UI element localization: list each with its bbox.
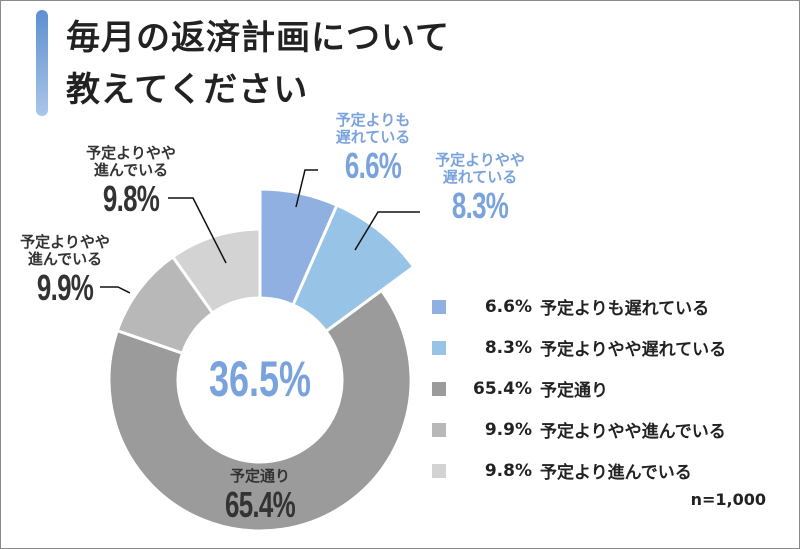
donut-slice-2: [107, 288, 413, 533]
slice-label-text: 遅れている: [335, 128, 411, 146]
leader-line: [100, 286, 131, 294]
slice-label-pct: 8.3%: [451, 185, 509, 226]
legend-pct: 9.8%: [484, 460, 532, 481]
legend-item: 9.8% 予定より進んでいる: [432, 450, 726, 491]
legend-label: 予定よりやや遅れている: [540, 340, 727, 360]
slice-label-pct: 6.6%: [344, 145, 402, 186]
legend-item: 6.6% 予定よりも遅れている: [432, 286, 726, 327]
slice-label-0: 予定よりも 遅れている 6.6%: [318, 112, 428, 186]
slice-label-text: 予定通り: [229, 467, 290, 485]
legend-swatch: [432, 299, 446, 314]
slice-label-text: 予定よりやや: [20, 233, 110, 251]
slice-label-text: 予定よりやや: [435, 151, 525, 169]
leader-line: [354, 211, 420, 251]
legend-swatch: [432, 340, 446, 355]
slice-label-text: 進んでいる: [27, 250, 103, 268]
sample-size: n=1,000: [690, 490, 766, 509]
legend-item: 8.3% 予定よりやや遅れている: [432, 327, 726, 368]
legend-pct: 65.4%: [473, 378, 532, 399]
legend-pct: 8.3%: [484, 337, 532, 358]
slice-label-text: 進んでいる: [93, 161, 169, 179]
title-line-1: 毎月の返済計画について: [66, 18, 450, 58]
legend-swatch: [432, 463, 446, 478]
center-label: 36.5%: [208, 351, 312, 407]
donut-slice-4: [170, 227, 262, 316]
slice-label-pct: 9.9%: [36, 267, 94, 308]
slice-label-text: 予定よりも: [335, 111, 411, 129]
slice-label-pct: 65.4%: [225, 484, 296, 525]
slice-label-text: 予定よりやや: [86, 144, 176, 162]
slice-label-4: 予定よりやや 進んでいる 9.8%: [72, 145, 190, 219]
slice-label-3: 予定よりやや 進んでいる 9.9%: [6, 234, 124, 308]
slice-label-text: 遅れている: [442, 168, 518, 186]
donut-slice-1: [291, 203, 416, 334]
slice-label-1: 予定よりやや 遅れている 8.3%: [420, 152, 540, 226]
slice-label-pct: 9.8%: [102, 178, 160, 219]
legend-label: 予定よりやや進んでいる: [540, 422, 726, 442]
title-line-2: 教えてください: [66, 70, 309, 110]
legend-swatch: [432, 381, 446, 396]
legend-item: 65.4% 予定通り: [432, 368, 726, 409]
legend-pct: 9.9%: [484, 419, 532, 440]
legend-label: 予定より進んでいる: [540, 463, 692, 483]
slice-label-2: 予定通り 65.4%: [200, 468, 320, 525]
legend-swatch: [432, 422, 446, 437]
legend-item: 9.9% 予定よりやや進んでいる: [432, 409, 726, 450]
legend: 6.6% 予定よりも遅れている 8.3% 予定よりやや遅れている 65.4% 予定通り…: [432, 286, 726, 491]
legend-pct: 6.6%: [484, 296, 532, 317]
leader-line: [168, 197, 227, 264]
legend-label: 予定よりも遅れている: [540, 299, 710, 319]
legend-label: 予定通り: [540, 381, 608, 401]
leader-line: [295, 169, 318, 208]
title-accent-bar: [36, 10, 48, 116]
chart-title: 毎月の返済計画について 教えてください: [66, 12, 450, 116]
